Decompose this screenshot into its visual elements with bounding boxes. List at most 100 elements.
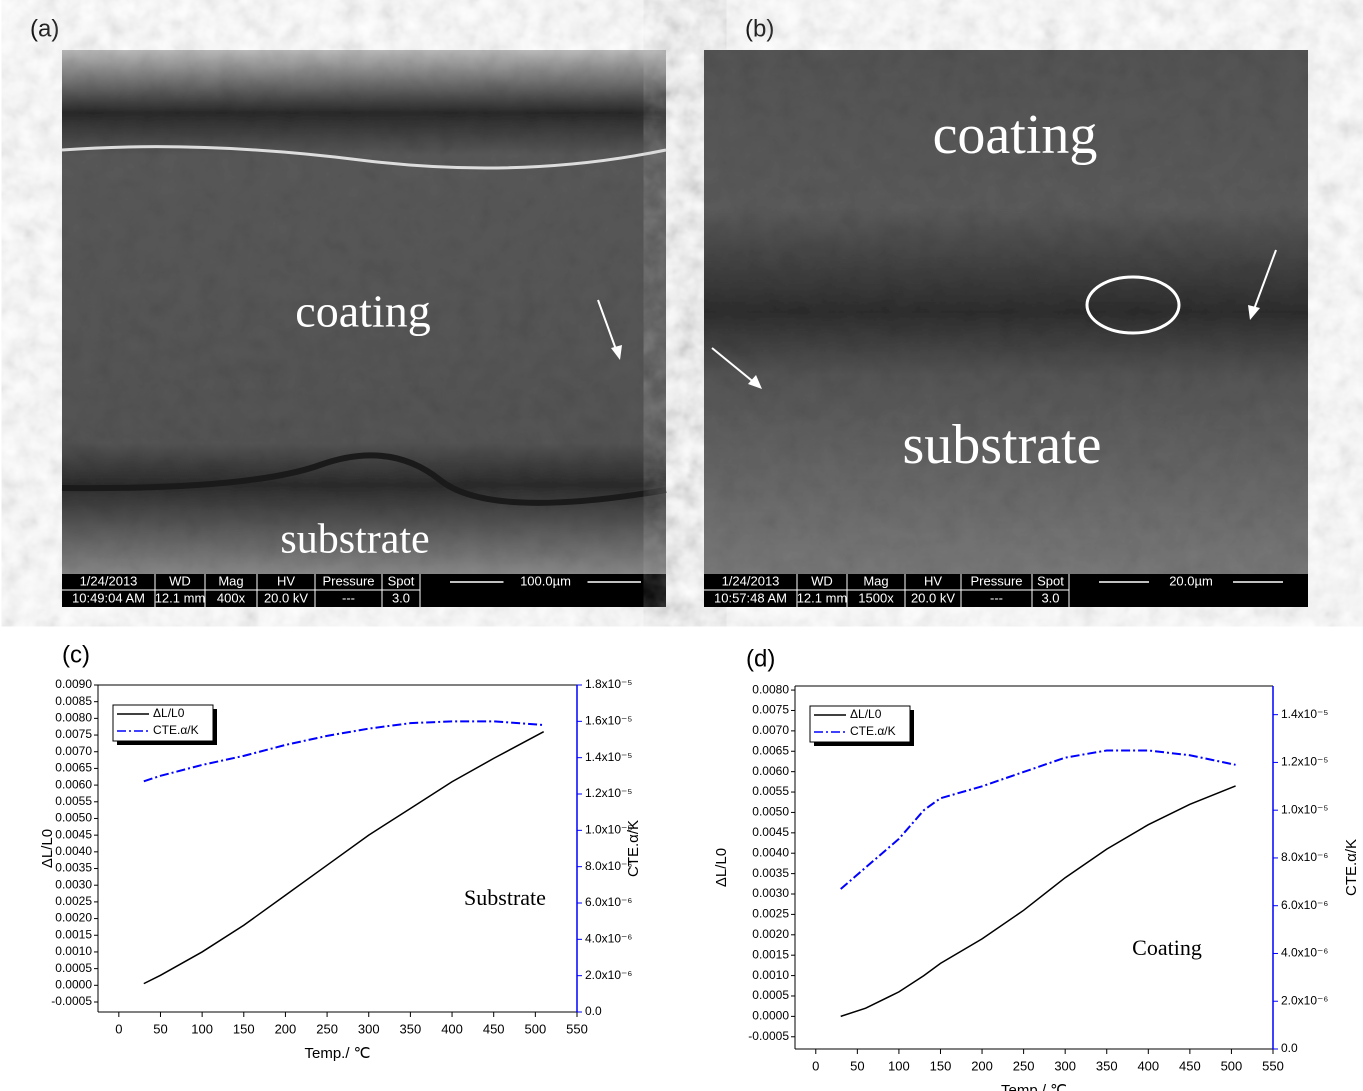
legend-label: CTE.α/K (153, 723, 199, 737)
x-tick-label: 350 (400, 1021, 422, 1036)
image-annotation: coating (933, 104, 1098, 166)
info-value: 1500x (858, 590, 894, 605)
y2-tick-label: 4.0x10⁻⁶ (1281, 946, 1328, 960)
panel-label: (b) (745, 15, 774, 42)
info-value: 10:57:48 AM (714, 590, 787, 605)
info-value: --- (342, 590, 355, 605)
y2-tick-label: 8.0x10⁻⁶ (1281, 850, 1328, 864)
x-tick-label: 200 (971, 1058, 993, 1073)
info-value: 20.0 kV (264, 590, 308, 605)
y2-tick-label: 1.2x10⁻⁵ (1281, 755, 1328, 769)
x-tick-label: 150 (930, 1058, 952, 1073)
y-tick-label: 0.0010 (55, 944, 92, 958)
y-tick-label: 0.0040 (752, 845, 789, 859)
x-axis-label: Temp./ ℃ (304, 1045, 370, 1062)
panel-label: (d) (746, 645, 775, 672)
x-tick-label: 250 (316, 1021, 338, 1036)
y-tick-label: 0.0055 (55, 794, 92, 808)
x-tick-label: 400 (1137, 1058, 1159, 1073)
x-tick-label: 450 (483, 1021, 505, 1036)
y-tick-label: 0.0020 (55, 911, 92, 925)
y2-tick-label: 0.0 (1281, 1041, 1298, 1055)
y-tick-label: 0.0075 (55, 727, 92, 741)
y2-tick-label: 1.2x10⁻⁵ (585, 786, 632, 800)
y2-tick-label: 1.6x10⁻⁵ (585, 714, 632, 728)
y-tick-label: 0.0045 (55, 827, 92, 841)
info-header: Mag (863, 573, 888, 588)
y2-tick-label: 2.0x10⁻⁶ (1281, 993, 1328, 1007)
x-tick-label: 0 (812, 1058, 819, 1073)
y-tick-label: 0.0065 (752, 743, 789, 757)
info-header: 1/24/2013 (80, 573, 138, 588)
series-line (841, 750, 1236, 889)
y-tick-label: 0.0025 (55, 894, 92, 908)
info-value: 3.0 (392, 590, 410, 605)
x-tick-label: 350 (1096, 1058, 1118, 1073)
y-tick-label: 0.0060 (55, 777, 92, 791)
annotation: Coating (1132, 935, 1202, 960)
x-tick-label: 50 (153, 1021, 167, 1036)
info-value: 12.1 mm (155, 590, 206, 605)
x-tick-label: 550 (1262, 1058, 1284, 1073)
y2-tick-label: 6.0x10⁻⁶ (585, 895, 632, 909)
info-value: --- (990, 590, 1003, 605)
y-tick-label: 0.0030 (752, 886, 789, 900)
x-tick-label: 0 (115, 1021, 122, 1036)
y-tick-label: 0.0080 (55, 711, 92, 725)
y-tick-label: 0.0060 (752, 764, 789, 778)
x-tick-label: 150 (233, 1021, 255, 1036)
info-value: 400x (217, 590, 246, 605)
annotation: Substrate (464, 885, 546, 910)
y-tick-label: 0.0005 (752, 988, 789, 1002)
info-value: 12.1 mm (797, 590, 848, 605)
y-tick-label: 0.0035 (55, 861, 92, 875)
x-tick-label: 500 (524, 1021, 546, 1036)
y-tick-label: 0.0050 (752, 805, 789, 819)
legend-label: ΔL/L0 (850, 707, 882, 721)
info-value: 20.0 kV (911, 590, 955, 605)
panel-label: (a) (30, 15, 59, 42)
info-header: Spot (388, 573, 415, 588)
info-header: WD (811, 573, 833, 588)
x-tick-label: 300 (358, 1021, 380, 1036)
x-tick-label: 100 (888, 1058, 910, 1073)
scale-bar-label: 20.0µm (1169, 573, 1213, 588)
y2-tick-label: 0.0 (585, 1004, 602, 1018)
x-tick-label: 550 (566, 1021, 588, 1036)
legend-label: ΔL/L0 (153, 706, 185, 720)
series-line (144, 732, 544, 984)
y-tick-label: 0.0070 (55, 744, 92, 758)
y-tick-label: 0.0030 (55, 877, 92, 891)
y-tick-label: 0.0045 (752, 825, 789, 839)
y-tick-label: 0.0085 (55, 694, 92, 708)
x-tick-label: 50 (850, 1058, 864, 1073)
y-tick-label: 0.0000 (752, 1009, 789, 1023)
x-tick-label: 450 (1179, 1058, 1201, 1073)
legend-label: CTE.α/K (850, 724, 896, 738)
y2-tick-label: 1.8x10⁻⁵ (585, 677, 632, 691)
y-tick-label: -0.0005 (51, 994, 92, 1008)
info-value: 3.0 (1041, 590, 1059, 605)
image-annotation: substrate (902, 414, 1101, 476)
y2-axis-label: CTE.α/K (625, 820, 642, 877)
y-tick-label: 0.0065 (55, 761, 92, 775)
info-header: HV (277, 573, 295, 588)
y2-axis-label: CTE.α/K (1343, 839, 1360, 896)
panel-label: (c) (62, 641, 90, 668)
y-axis-label: ΔL/L0 (713, 848, 730, 887)
info-header: Spot (1037, 573, 1064, 588)
series-line (841, 786, 1236, 1016)
y-axis-label: ΔL/L0 (39, 829, 56, 868)
y-tick-label: -0.0005 (748, 1029, 789, 1043)
x-tick-label: 200 (275, 1021, 297, 1036)
info-header: WD (169, 573, 191, 588)
y-tick-label: 0.0070 (752, 723, 789, 737)
figure: (a) coating substrate 1/24/2013 10:49:04 AM W… (0, 0, 1363, 1091)
x-axis-label: Temp./ ℃ (1001, 1082, 1067, 1091)
info-value: 10:49:04 AM (72, 590, 145, 605)
info-header: HV (924, 573, 942, 588)
y-tick-label: 0.0080 (752, 682, 789, 696)
y-tick-label: 0.0015 (55, 927, 92, 941)
y2-tick-label: 6.0x10⁻⁶ (1281, 898, 1328, 912)
y-tick-label: 0.0035 (752, 866, 789, 880)
